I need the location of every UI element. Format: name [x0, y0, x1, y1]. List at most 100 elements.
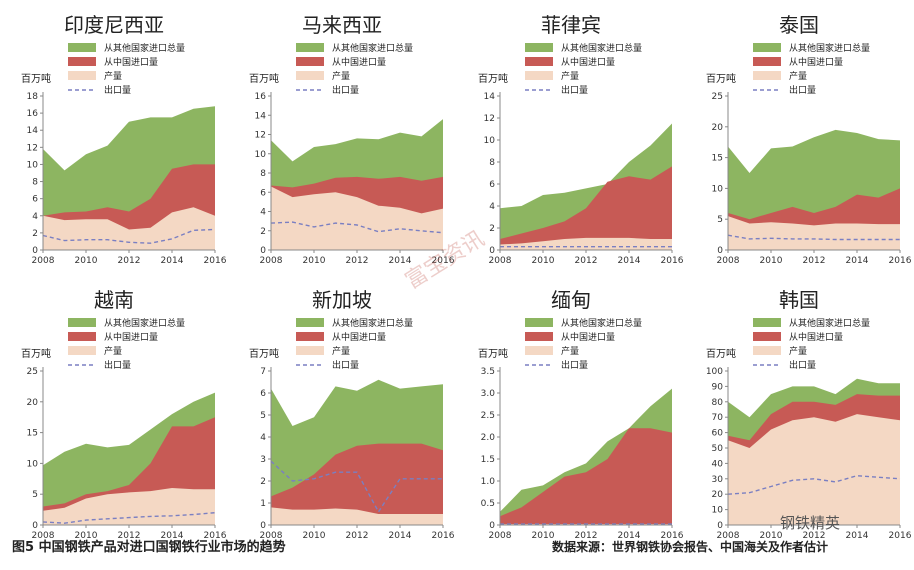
legend-label: 产量: [789, 70, 807, 82]
chart-title: 泰国: [779, 13, 819, 37]
y-axis-unit: 百万吨: [478, 72, 508, 85]
legend-label: 从中国进口量: [789, 56, 843, 68]
legend-swatch-china: [68, 332, 96, 341]
series-area-china: [500, 166, 672, 250]
x-tick-label: 2014: [161, 531, 184, 541]
x-tick-label: 2012: [575, 531, 598, 541]
legend-label: 出口量: [561, 84, 588, 96]
legend-swatch-china: [753, 332, 781, 341]
x-tick-label: 2016: [204, 256, 227, 266]
legend-label: 产量: [332, 70, 350, 82]
y-tick-label: 10: [484, 136, 496, 146]
y-axis-unit: 百万吨: [249, 72, 279, 85]
y-tick-label: 5: [32, 490, 38, 500]
x-tick-label: 2016: [432, 256, 455, 266]
y-tick-label: 6: [489, 180, 495, 190]
legend-label: 产量: [104, 345, 122, 357]
y-tick-label: 3.0: [481, 389, 496, 399]
x-tick-label: 2010: [303, 256, 326, 266]
legend-label: 产量: [789, 345, 807, 357]
y-tick-label: 4: [32, 212, 38, 222]
chart-title: 韩国: [779, 288, 819, 312]
y-tick-label: 6: [32, 195, 38, 205]
y-axis-unit: 百万吨: [21, 347, 51, 360]
y-axis-unit: 百万吨: [21, 72, 51, 85]
y-tick-label: 10: [27, 160, 39, 170]
y-tick-label: 5: [717, 215, 723, 225]
x-tick-label: 2008: [260, 256, 283, 266]
x-tick-label: 2010: [303, 531, 326, 541]
legend-swatch-prod: [296, 71, 324, 80]
legend-swatch-other: [68, 318, 96, 327]
legend-label: 出口量: [561, 359, 588, 371]
x-tick-label: 2008: [489, 256, 512, 266]
legend-label: 从其他国家进口总量: [104, 317, 185, 329]
legend-swatch-other: [68, 43, 96, 52]
y-tick-label: 50: [712, 444, 724, 454]
x-tick-label: 2010: [75, 531, 98, 541]
legend-label: 从其他国家进口总量: [561, 317, 642, 329]
x-tick-label: 2008: [32, 531, 55, 541]
y-tick-label: 10: [255, 150, 267, 160]
y-tick-label: 12: [27, 143, 38, 153]
y-tick-label: 6: [260, 389, 266, 399]
x-tick-label: 2014: [618, 531, 641, 541]
y-tick-label: 15: [27, 429, 38, 439]
chart-title: 菲律宾: [541, 13, 601, 37]
legend-swatch-prod: [753, 346, 781, 355]
legend-swatch-other: [296, 43, 324, 52]
y-tick-label: 12: [255, 131, 266, 141]
legend-swatch-china: [296, 332, 324, 341]
y-tick-label: 0: [32, 521, 38, 531]
y-tick-label: 0: [717, 521, 723, 531]
legend-swatch-china: [68, 57, 96, 66]
x-tick-label: 2010: [75, 256, 98, 266]
y-axis-unit: 百万吨: [706, 72, 736, 85]
chart-title: 缅甸: [551, 288, 591, 312]
series-area-prod: [728, 216, 900, 250]
y-tick-label: 14: [255, 111, 267, 121]
x-tick-label: 2012: [803, 531, 826, 541]
legend-label: 产量: [561, 70, 579, 82]
y-tick-label: 3.5: [481, 367, 495, 377]
y-tick-label: 40: [712, 459, 724, 469]
x-tick-label: 2008: [32, 256, 55, 266]
legend-swatch-other: [296, 318, 324, 327]
chart-title: 新加坡: [312, 288, 372, 312]
legend-label: 从其他国家进口总量: [104, 42, 185, 54]
legend-label: 从中国进口量: [332, 331, 386, 343]
y-tick-label: 3: [260, 455, 266, 465]
x-tick-label: 2016: [889, 256, 912, 266]
y-tick-label: 0.5: [481, 499, 495, 509]
series-line-export: [270, 221, 444, 234]
legend-label: 出口量: [104, 359, 131, 371]
legend-swatch-china: [525, 57, 553, 66]
y-tick-label: 20: [27, 398, 39, 408]
legend-label: 从中国进口量: [561, 56, 615, 68]
y-tick-label: 0: [260, 246, 266, 256]
legend-swatch-china: [525, 332, 553, 341]
y-tick-label: 1.0: [481, 477, 496, 487]
series-area-prod: [271, 186, 443, 250]
y-tick-label: 20: [712, 123, 724, 133]
y-tick-label: 15: [712, 154, 723, 164]
y-tick-label: 7: [260, 367, 266, 377]
legend-swatch-prod: [296, 346, 324, 355]
x-tick-label: 2012: [346, 531, 369, 541]
series-area-china: [500, 428, 672, 525]
legend-label: 从中国进口量: [561, 331, 615, 343]
chart-title: 马来西亚: [302, 13, 382, 37]
y-tick-label: 90: [712, 382, 724, 392]
x-tick-label: 2012: [118, 256, 141, 266]
y-tick-label: 10: [27, 459, 39, 469]
x-tick-label: 2010: [760, 256, 783, 266]
series-area-prod: [728, 414, 900, 525]
x-tick-label: 2008: [260, 531, 283, 541]
legend-label: 从其他国家进口总量: [332, 317, 413, 329]
legend-swatch-china: [296, 57, 324, 66]
x-tick-label: 2008: [717, 256, 740, 266]
